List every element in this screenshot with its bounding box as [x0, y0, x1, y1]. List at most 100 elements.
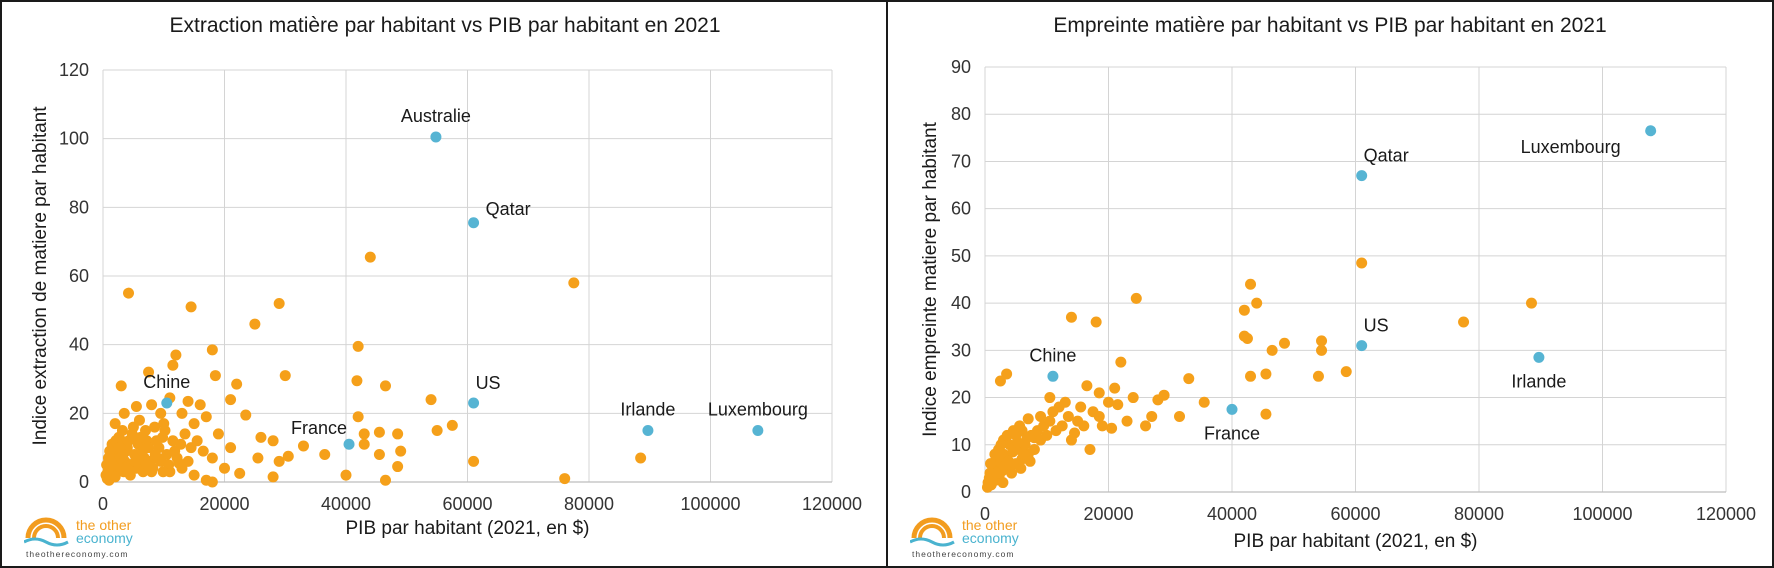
scatter-point — [252, 452, 264, 464]
scatter-point — [159, 425, 171, 436]
scatter-point — [155, 407, 167, 419]
scatter-point — [182, 455, 194, 467]
scatter-point — [273, 455, 285, 467]
scatter-point — [188, 469, 200, 481]
scatter-point — [1035, 410, 1047, 422]
highlight-point — [161, 397, 173, 409]
country-label: Irlande — [620, 400, 675, 420]
scatter-point — [273, 297, 285, 309]
scatter-point — [1316, 335, 1328, 347]
scatter-point — [373, 426, 385, 438]
scatter-point — [1183, 373, 1195, 385]
country-label: France — [1204, 423, 1260, 443]
scatter-point — [1278, 337, 1290, 349]
scatter-point — [225, 394, 237, 406]
scatter-point — [1245, 370, 1257, 382]
scatter-point — [1065, 311, 1077, 323]
scatter-point — [279, 370, 291, 382]
x-tick-label: 60000 — [1330, 504, 1380, 524]
y-tick-label: 0 — [961, 482, 971, 502]
scatter-point — [135, 431, 147, 443]
scatter-point — [113, 442, 125, 454]
scatter-point — [995, 439, 1007, 451]
x-tick-label: 120000 — [1696, 504, 1756, 524]
scatter-point — [1121, 415, 1133, 427]
scatter-point — [1028, 444, 1040, 455]
chart-panel-extraction: Extraction matière par habitant vs PIB p… — [0, 0, 890, 568]
scatter-point — [175, 438, 187, 450]
scatter-point — [1065, 434, 1077, 446]
scatter-point — [212, 428, 224, 440]
scatter-point — [249, 318, 261, 330]
highlight-point — [752, 425, 764, 436]
highlight-point — [430, 131, 442, 143]
scatter-point — [100, 469, 112, 481]
scatter-point — [194, 399, 206, 411]
scatter-point — [568, 277, 580, 289]
scatter-point — [1044, 392, 1056, 404]
x-axis-label: PIB par habitant (2021, en $) — [1234, 531, 1478, 552]
scatter-point — [185, 301, 197, 313]
country-label: France — [291, 418, 347, 438]
scatter-point — [255, 431, 267, 443]
scatter-point — [206, 452, 218, 464]
country-label: Qatar — [486, 199, 531, 219]
scatter-point — [352, 411, 364, 423]
y-tick-label: 40 — [951, 293, 971, 313]
highlight-point — [468, 397, 480, 409]
scatter-point — [1112, 399, 1124, 411]
scatter-point — [150, 435, 162, 447]
country-label: Qatar — [1364, 146, 1409, 166]
scatter-point — [267, 471, 279, 483]
y-tick-label: 50 — [951, 246, 971, 266]
scatter-point — [1041, 429, 1053, 441]
scatter-point — [209, 370, 221, 382]
scatter-point — [1001, 368, 1013, 380]
scatter-point — [997, 477, 1009, 489]
scatter-point — [392, 428, 404, 440]
scatter-point — [319, 449, 331, 461]
logo-url: theothereconomy.com — [26, 549, 129, 559]
scatter-point — [1260, 408, 1272, 420]
scatter-point — [146, 399, 158, 411]
scatter-point — [364, 251, 376, 263]
scatter-point — [127, 421, 139, 433]
x-tick-label: 0 — [980, 504, 990, 524]
scatter-point — [121, 462, 133, 474]
scatter-point — [1260, 368, 1272, 380]
scatter-point — [130, 400, 142, 412]
scatter-point — [1174, 410, 1186, 422]
logo-word-economy: economy — [76, 530, 133, 546]
x-tick-label: 20000 — [199, 494, 249, 514]
logo-mark-icon — [24, 517, 69, 547]
scatter-point — [231, 378, 243, 390]
y-tick-label: 10 — [951, 435, 971, 455]
scatter-point — [200, 411, 212, 423]
logo-url: theothereconomy.com — [912, 549, 1015, 559]
highlight-point — [343, 438, 355, 450]
scatter-point — [143, 442, 155, 454]
scatter-point — [118, 407, 130, 419]
highlight-point — [468, 217, 480, 229]
y-tick-label: 70 — [951, 151, 971, 171]
scatter-point — [1081, 380, 1093, 392]
scatter-point — [219, 462, 230, 474]
scatter-point — [157, 466, 169, 478]
scatter-point — [446, 419, 458, 431]
scatter-point — [123, 435, 135, 447]
logo-the-other-economy: the other economy theothereconomy.com — [24, 516, 224, 560]
scatter-point — [994, 375, 1006, 387]
scatter-point — [297, 440, 309, 452]
scatter-point — [188, 418, 200, 430]
scatter-point — [167, 359, 179, 371]
country-label: US — [1364, 316, 1389, 336]
scatter-chart-empreinte: Empreinte matière par habitant vs PIB pa… — [920, 14, 1756, 552]
scatter-point — [1093, 410, 1105, 422]
country-label: Australie — [401, 106, 471, 126]
country-label: Chine — [1029, 345, 1076, 365]
y-tick-label: 0 — [79, 472, 89, 492]
scatter-point — [559, 473, 571, 485]
scatter-point — [1047, 406, 1059, 418]
scatter-point — [1146, 410, 1158, 422]
scatter-point — [1458, 316, 1470, 328]
